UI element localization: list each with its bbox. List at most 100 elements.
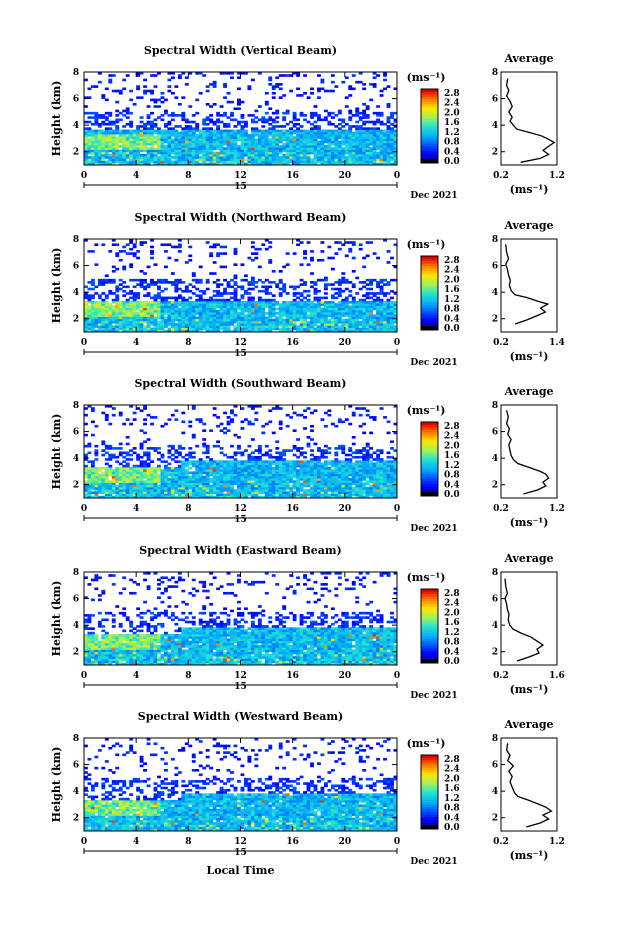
- colorbar-tick-label: 0.4: [444, 647, 460, 657]
- colorbar-swatch: [421, 320, 438, 323]
- colorbar-swatch: [421, 762, 438, 766]
- average-y-tick-label: 6: [492, 262, 498, 272]
- x-tick-label: 20: [339, 837, 352, 847]
- x-tick-label: 12: [234, 504, 247, 514]
- colorbar-tick-label: 2.0: [444, 275, 460, 285]
- colorbar-swatch: [421, 153, 438, 156]
- day-label: 15: [234, 349, 247, 359]
- colorbar-swatch: [421, 150, 438, 154]
- colorbar-tick-label: 0.8: [444, 638, 460, 648]
- average-y-tick-label: 8: [492, 68, 498, 78]
- colorbar-swatch: [421, 326, 438, 330]
- colorbar-swatch: [421, 814, 438, 817]
- colorbar-swatch: [421, 779, 438, 783]
- colorbar-swatch: [421, 106, 438, 110]
- colorbar-swatch: [421, 821, 438, 825]
- colorbar-swatch: [421, 461, 438, 465]
- colorbar-swatch: [421, 633, 438, 637]
- average-x-label: (ms⁻¹): [510, 183, 549, 196]
- average-profile-line: [505, 743, 553, 828]
- x-tick-label: 4: [133, 504, 139, 514]
- colorbar-tick-label: 0.0: [444, 657, 460, 667]
- colorbar-swatch: [421, 307, 438, 311]
- colorbar-swatch: [421, 439, 438, 443]
- colorbar-tick-label: 2.0: [444, 108, 460, 118]
- colorbar-swatch: [421, 478, 438, 482]
- colorbar-swatch: [421, 621, 438, 624]
- colorbar-swatch: [421, 121, 438, 124]
- average-x-tick-label: 0.2: [493, 671, 509, 681]
- x-tick-label: 0: [81, 671, 87, 681]
- colorbar-tick-label: 0.0: [444, 157, 460, 167]
- colorbar-tick-label: 2.0: [444, 608, 460, 618]
- colorbar-swatch: [421, 290, 438, 294]
- colorbar-swatch: [421, 809, 438, 813]
- colorbar-swatch: [421, 103, 438, 107]
- colorbar-swatch: [421, 611, 438, 614]
- average-profile-line: [504, 578, 545, 662]
- colorbar-tick-label: 0.8: [444, 305, 460, 315]
- colorbar-tick-label: 2.4: [444, 99, 460, 109]
- average-x-tick-label: 1.6: [549, 671, 565, 681]
- x-tick-label: 16: [286, 171, 299, 181]
- x-tick-label: 16: [286, 504, 299, 514]
- colorbar-tick-label: 2.4: [444, 266, 460, 276]
- colorbar-tick-label: 1.2: [444, 461, 460, 471]
- colorbar-swatch: [421, 126, 438, 129]
- average-title: Average: [503, 718, 553, 731]
- colorbar-swatch: [421, 123, 438, 127]
- date-label: Dec 2021: [410, 524, 457, 534]
- colorbar-swatch: [421, 811, 438, 815]
- colorbar-unit: (ms⁻¹): [407, 404, 446, 417]
- average-title: Average: [503, 385, 553, 398]
- colorbar-swatch: [421, 596, 438, 600]
- y-tick-label: 2: [73, 148, 79, 158]
- colorbar-swatch: [421, 280, 438, 284]
- colorbar-swatch: [421, 819, 438, 822]
- colorbar-swatch: [421, 159, 438, 163]
- colorbar-swatch: [421, 483, 438, 487]
- colorbar-swatch: [421, 606, 438, 610]
- colorbar-swatch: [421, 789, 438, 793]
- colorbar-tick-label: 1.2: [444, 128, 460, 138]
- colorbar-tick-label: 1.6: [444, 118, 460, 128]
- colorbar-tick-label: 0.0: [444, 823, 460, 833]
- heatmap-cells: [84, 239, 398, 333]
- colorbar-swatch: [421, 601, 438, 605]
- colorbar-swatch: [421, 648, 438, 651]
- colorbar-tick-label: 1.6: [444, 784, 460, 794]
- colorbar-swatch: [421, 283, 438, 286]
- x-tick-label: 0: [81, 171, 87, 181]
- colorbar-swatch: [421, 258, 438, 262]
- x-tick-label: 4: [133, 171, 139, 181]
- colorbar-swatch: [421, 755, 438, 758]
- average-y-tick-label: 4: [492, 621, 498, 631]
- x-tick-label: 0: [394, 171, 400, 181]
- colorbar-swatch: [421, 111, 438, 114]
- average-frame: [500, 71, 558, 166]
- heatmap-cells: [84, 405, 398, 499]
- x-tick-label: 12: [234, 338, 247, 348]
- colorbar-swatch: [421, 638, 438, 642]
- colorbar-swatch: [421, 315, 438, 318]
- y-tick-label: 6: [73, 595, 79, 605]
- colorbar-swatch: [421, 772, 438, 776]
- average-frame: [500, 571, 558, 666]
- colorbar-swatch: [421, 463, 438, 467]
- average-y-tick-label: 2: [492, 315, 498, 325]
- colorbar-swatch: [421, 288, 438, 291]
- colorbar-swatch: [421, 135, 438, 139]
- colorbar-swatch: [421, 764, 438, 768]
- colorbar-tick-label: 0.8: [444, 471, 460, 481]
- x-tick-label: 0: [394, 338, 400, 348]
- colorbar-swatch: [421, 295, 438, 299]
- colorbar-swatch: [421, 116, 438, 119]
- x-tick-label: 20: [339, 671, 352, 681]
- average-title: Average: [503, 219, 553, 232]
- y-axis-label: Height (km): [50, 414, 63, 490]
- x-tick-label: 0: [81, 338, 87, 348]
- colorbar-swatch: [421, 322, 438, 326]
- average-y-tick-label: 6: [492, 428, 498, 438]
- average-y-tick-label: 8: [492, 401, 498, 411]
- average-profile-line: [504, 244, 550, 325]
